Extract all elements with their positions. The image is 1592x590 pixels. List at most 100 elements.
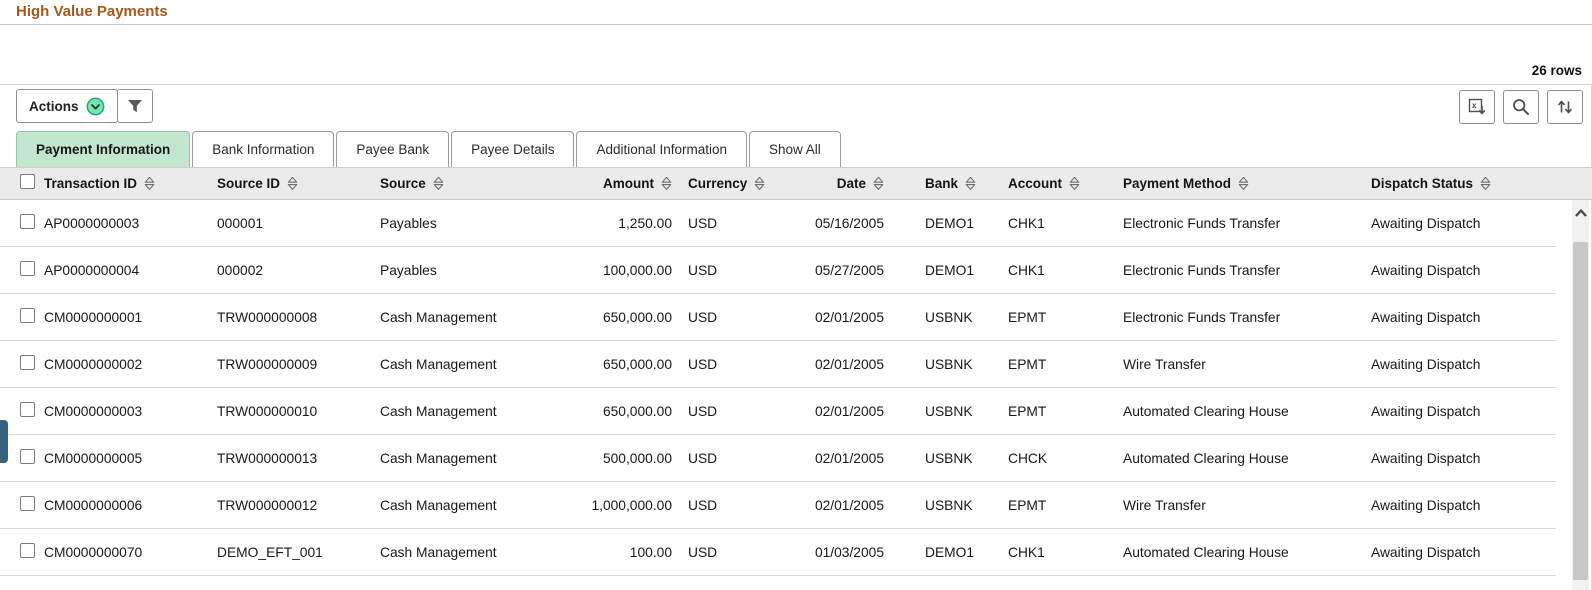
- row-checkbox[interactable]: [20, 261, 35, 276]
- table-row: CM0000000002 TRW000000009 Cash Management 6…: [0, 341, 1556, 388]
- column-label: Source ID: [217, 176, 281, 191]
- column-header-payment-method[interactable]: Payment Method: [1119, 176, 1367, 191]
- export-button[interactable]: x: [1459, 90, 1495, 124]
- cell-account: EPMT: [1008, 497, 1047, 513]
- column-header-currency[interactable]: Currency: [672, 176, 772, 191]
- cell-currency: USD: [688, 309, 718, 325]
- cell-amount: 1,250.00: [618, 215, 672, 231]
- cell-payment-method: Automated Clearing House: [1123, 544, 1289, 560]
- cell-bank: DEMO1: [925, 215, 975, 231]
- column-header-transaction-id[interactable]: Transaction ID: [44, 176, 217, 191]
- table-row: CM0000000001 TRW000000008 Cash Management 6…: [0, 294, 1556, 341]
- column-label: Amount: [603, 176, 654, 191]
- cell-source: Cash Management: [380, 544, 497, 560]
- cell-currency: USD: [688, 262, 718, 278]
- cell-account: EPMT: [1008, 309, 1047, 325]
- svg-text:x: x: [1472, 101, 1477, 110]
- row-checkbox[interactable]: [20, 543, 35, 558]
- cell-amount: 100.00: [629, 544, 672, 560]
- sort-diamond-icon: [144, 176, 155, 191]
- tab-additional-information[interactable]: Additional Information: [576, 131, 748, 167]
- cell-account: EPMT: [1008, 403, 1047, 419]
- column-label: Source: [380, 176, 426, 191]
- column-header-date[interactable]: Date: [772, 176, 884, 191]
- row-checkbox[interactable]: [20, 214, 35, 229]
- table-row: CM0000000070 DEMO_EFT_001 Cash Management 1…: [0, 529, 1556, 576]
- row-checkbox[interactable]: [20, 355, 35, 370]
- scrollbar-thumb[interactable]: [1573, 242, 1588, 580]
- export-grid-icon: x: [1467, 97, 1487, 117]
- arrows-up-down-icon: [1555, 97, 1575, 117]
- cell-amount: 500,000.00: [602, 450, 672, 466]
- sort-diamond-icon: [873, 176, 884, 191]
- filter-button[interactable]: [117, 89, 153, 123]
- cell-source-id: DEMO_EFT_001: [217, 544, 323, 560]
- cell-transaction-id: CM0000000006: [44, 497, 143, 513]
- table-row: AP0000000004 000002 Payables 100,000.00 USD 0…: [0, 247, 1556, 294]
- page-title: High Value Payments: [16, 3, 168, 20]
- cell-bank: USBNK: [925, 356, 973, 372]
- cell-amount: 650,000.00: [602, 356, 672, 372]
- cell-bank: DEMO1: [925, 262, 975, 278]
- row-checkbox[interactable]: [20, 496, 35, 511]
- cell-source-id: TRW000000010: [217, 403, 318, 419]
- cell-payment-method: Electronic Funds Transfer: [1123, 215, 1281, 231]
- cell-transaction-id: CM0000000002: [44, 356, 143, 372]
- cell-amount: 650,000.00: [602, 309, 672, 325]
- column-header-source-id[interactable]: Source ID: [217, 176, 380, 191]
- sort-diamond-icon: [1069, 176, 1080, 191]
- column-label: Date: [836, 176, 866, 191]
- cell-source: Payables: [380, 262, 437, 278]
- column-label: Transaction ID: [44, 176, 138, 191]
- cell-transaction-id: CM0000000003: [44, 403, 143, 419]
- row-checkbox[interactable]: [20, 449, 35, 464]
- cell-source-id: TRW000000013: [217, 450, 318, 466]
- column-header-account[interactable]: Account: [1004, 176, 1119, 191]
- vertical-scrollbar[interactable]: [1572, 200, 1589, 590]
- select-all-checkbox[interactable]: [20, 173, 35, 189]
- cell-account: CHK1: [1008, 215, 1045, 231]
- cell-dispatch-status: Awaiting Dispatch: [1371, 544, 1481, 560]
- cell-dispatch-status: Awaiting Dispatch: [1371, 497, 1481, 513]
- cell-currency: USD: [688, 544, 718, 560]
- scroll-up-button[interactable]: [1572, 200, 1589, 226]
- column-header-bank[interactable]: Bank: [884, 176, 1004, 191]
- cell-currency: USD: [688, 403, 718, 419]
- cell-bank: USBNK: [925, 497, 973, 513]
- cell-payment-method: Automated Clearing House: [1123, 403, 1289, 419]
- column-header-amount[interactable]: Amount: [575, 176, 672, 191]
- payments-grid: Actions x: [0, 84, 1592, 590]
- tab-show-all[interactable]: Show All: [749, 131, 841, 167]
- cell-dispatch-status: Awaiting Dispatch: [1371, 309, 1481, 325]
- tab-payee-details[interactable]: Payee Details: [451, 131, 575, 167]
- row-count-label: 26 rows: [1531, 63, 1582, 78]
- left-panel-handle[interactable]: [0, 420, 8, 463]
- tab-payee-bank[interactable]: Payee Bank: [336, 131, 450, 167]
- cell-bank: USBNK: [925, 403, 973, 419]
- cell-dispatch-status: Awaiting Dispatch: [1371, 215, 1481, 231]
- column-label: Payment Method: [1123, 176, 1232, 191]
- grid-tabs: Payment Information Bank Information Payee…: [16, 131, 841, 167]
- tab-payment-information[interactable]: Payment Information: [16, 131, 191, 167]
- search-button[interactable]: [1503, 90, 1539, 124]
- cell-currency: USD: [688, 450, 718, 466]
- column-header-source[interactable]: Source: [380, 176, 575, 191]
- sort-rows-button[interactable]: [1547, 90, 1583, 124]
- chevron-up-icon: [1574, 208, 1588, 218]
- cell-source-id: 000001: [217, 215, 264, 231]
- row-checkbox[interactable]: [20, 402, 35, 417]
- cell-payment-method: Electronic Funds Transfer: [1123, 309, 1281, 325]
- sort-diamond-icon: [433, 176, 444, 191]
- cell-dispatch-status: Awaiting Dispatch: [1371, 403, 1481, 419]
- column-header-dispatch-status[interactable]: Dispatch Status: [1367, 176, 1556, 191]
- cell-date: 01/03/2005: [814, 544, 884, 560]
- funnel-icon: [125, 96, 145, 116]
- actions-button-label: Actions: [29, 98, 79, 114]
- table-row: AP0000000003 000001 Payables 1,250.00 USD 05/…: [0, 200, 1556, 247]
- cell-source: Payables: [380, 215, 437, 231]
- cell-dispatch-status: Awaiting Dispatch: [1371, 262, 1481, 278]
- actions-button[interactable]: Actions: [16, 89, 118, 123]
- cell-dispatch-status: Awaiting Dispatch: [1371, 356, 1481, 372]
- row-checkbox[interactable]: [20, 308, 35, 323]
- tab-bank-information[interactable]: Bank Information: [192, 131, 335, 167]
